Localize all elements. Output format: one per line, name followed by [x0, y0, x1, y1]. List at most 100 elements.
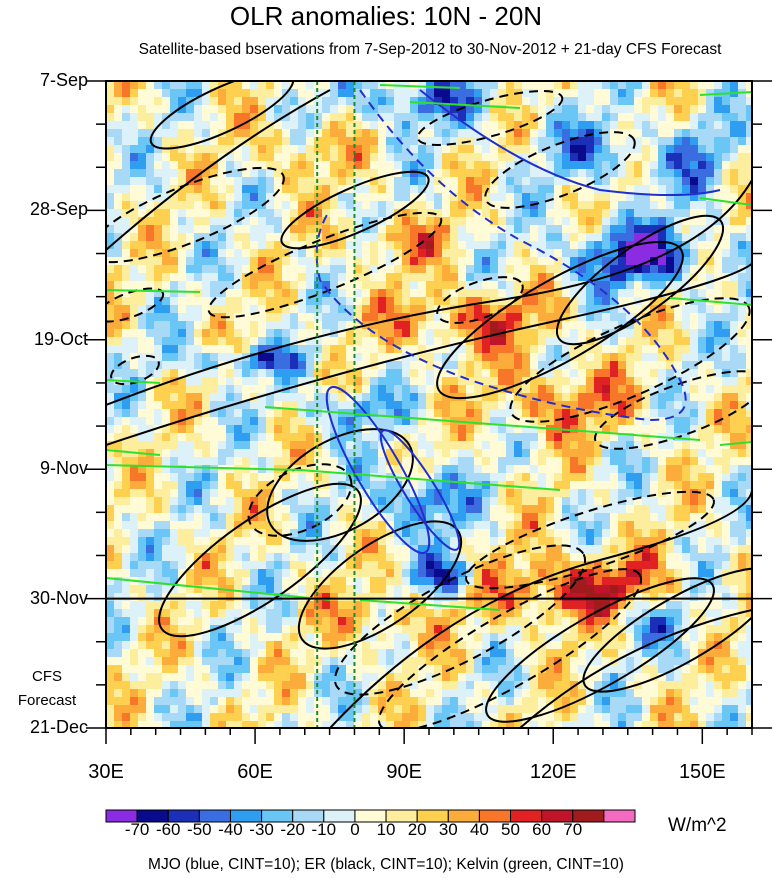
- olr-cell: [722, 337, 731, 346]
- olr-cell: [162, 185, 171, 194]
- olr-cell: [618, 289, 627, 298]
- olr-cell: [490, 337, 499, 346]
- olr-cell: [354, 337, 363, 346]
- olr-cell: [650, 457, 659, 466]
- olr-cell: [458, 473, 467, 482]
- olr-cell: [602, 489, 611, 498]
- olr-cell: [530, 97, 539, 106]
- olr-cell: [378, 265, 387, 274]
- olr-cell: [130, 313, 139, 322]
- olr-cell: [226, 89, 235, 98]
- olr-cell: [122, 537, 131, 546]
- olr-cell: [186, 121, 195, 130]
- olr-cell: [562, 97, 571, 106]
- olr-cell: [114, 97, 123, 106]
- olr-cell: [306, 233, 315, 242]
- olr-cell: [682, 97, 691, 106]
- olr-cell: [162, 177, 171, 186]
- olr-cell: [426, 433, 435, 442]
- olr-cell: [474, 465, 483, 474]
- olr-cell: [378, 465, 387, 474]
- olr-cell: [130, 113, 139, 122]
- olr-cell: [402, 425, 411, 434]
- olr-cell: [626, 217, 635, 226]
- olr-cell: [650, 265, 659, 274]
- olr-cell: [178, 369, 187, 378]
- olr-cell: [450, 465, 459, 474]
- olr-cell: [178, 113, 187, 122]
- olr-cell: [482, 209, 491, 218]
- olr-cell: [522, 345, 531, 354]
- olr-cell: [170, 217, 179, 226]
- olr-cell: [586, 233, 595, 242]
- olr-anomaly-field: [106, 81, 752, 728]
- olr-cell: [322, 353, 331, 362]
- olr-cell: [314, 545, 323, 554]
- olr-cell: [522, 225, 531, 234]
- olr-cell: [658, 457, 667, 466]
- olr-cell: [370, 401, 379, 410]
- olr-cell: [602, 449, 611, 458]
- olr-cell: [706, 521, 715, 530]
- olr-cell: [258, 273, 267, 282]
- olr-cell: [514, 537, 523, 546]
- olr-cell: [658, 193, 667, 202]
- olr-cell: [506, 81, 515, 90]
- olr-cell: [146, 497, 155, 506]
- olr-cell: [370, 345, 379, 354]
- olr-cell: [698, 505, 707, 514]
- olr-cell: [274, 273, 283, 282]
- olr-cell: [354, 385, 363, 394]
- olr-cell: [242, 505, 251, 514]
- olr-cell: [186, 153, 195, 162]
- olr-cell: [434, 265, 443, 274]
- olr-cell: [506, 465, 515, 474]
- olr-cell: [706, 417, 715, 426]
- olr-cell: [546, 217, 555, 226]
- olr-cell: [146, 297, 155, 306]
- olr-cell: [738, 201, 747, 210]
- olr-cell: [314, 281, 323, 290]
- olr-cell: [658, 561, 667, 570]
- olr-cell: [290, 169, 299, 178]
- olr-cell: [122, 489, 131, 498]
- olr-cell: [586, 481, 595, 490]
- olr-cell: [434, 193, 443, 202]
- olr-cell: [498, 145, 507, 154]
- olr-cell: [354, 457, 363, 466]
- olr-cell: [394, 513, 403, 522]
- olr-cell: [658, 257, 667, 266]
- olr-cell: [266, 193, 275, 202]
- olr-cell: [378, 305, 387, 314]
- olr-cell: [466, 305, 475, 314]
- olr-cell: [482, 281, 491, 290]
- olr-cell: [586, 305, 595, 314]
- olr-cell: [490, 513, 499, 522]
- olr-cell: [242, 425, 251, 434]
- olr-cell: [258, 457, 267, 466]
- olr-cell: [170, 457, 179, 466]
- olr-cell: [578, 249, 587, 258]
- olr-cell: [730, 369, 739, 378]
- olr-cell: [658, 265, 667, 274]
- olr-cell: [650, 249, 659, 258]
- olr-cell: [698, 553, 707, 562]
- olr-cell: [546, 177, 555, 186]
- olr-cell: [322, 337, 331, 346]
- olr-cell: [346, 97, 355, 106]
- olr-cell: [738, 97, 747, 106]
- olr-cell: [290, 105, 299, 114]
- olr-cell: [514, 137, 523, 146]
- olr-cell: [274, 145, 283, 154]
- olr-cell: [562, 225, 571, 234]
- olr-cell: [290, 369, 299, 378]
- olr-cell: [690, 169, 699, 178]
- olr-cell: [162, 81, 171, 90]
- olr-cell: [162, 321, 171, 330]
- olr-cell: [490, 545, 499, 554]
- olr-cell: [450, 401, 459, 410]
- olr-cell: [666, 481, 675, 490]
- olr-cell: [346, 81, 355, 90]
- olr-cell: [178, 201, 187, 210]
- olr-cell: [410, 393, 419, 402]
